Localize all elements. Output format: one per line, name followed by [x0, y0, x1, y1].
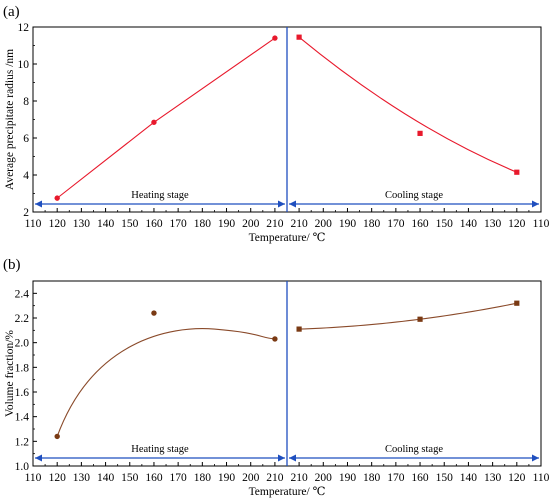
cooling-arrow-head-right [532, 454, 539, 462]
x-tick-label: 110 [25, 472, 42, 484]
x-tick-label: 190 [339, 472, 357, 484]
heating-arrow-head-right [278, 200, 285, 208]
x-tick-label: 120 [49, 218, 67, 230]
x-tick-label: 210 [266, 218, 284, 230]
x-tick-label: 210 [290, 472, 308, 484]
y-tick-label: 1.0 [15, 461, 30, 473]
x-tick-label: 200 [242, 472, 260, 484]
y-tick-label: 1.6 [15, 387, 30, 399]
cooling-data-point [514, 300, 520, 306]
x-tick-label: 120 [508, 472, 526, 484]
x-tick-label: 180 [363, 472, 381, 484]
x-tick-label: 170 [170, 218, 188, 230]
heating-arrow-head-right [278, 454, 285, 462]
y-tick-label: 1.2 [15, 436, 30, 448]
panel-label: (a) [3, 4, 20, 20]
heating-data-point [272, 35, 278, 41]
heating-arrow-head-left [35, 454, 42, 462]
cooling-data-point [296, 34, 302, 40]
cooling-data-point [417, 130, 423, 136]
y-tick-label: 4 [23, 170, 29, 182]
x-axis-title: Temperature/ ℃ [249, 232, 326, 244]
y-tick-label: 6 [23, 133, 29, 145]
y-tick-label: 2.4 [15, 288, 30, 300]
x-tick-label: 180 [363, 218, 381, 230]
x-tick-label: 110 [533, 472, 550, 484]
x-tick-label: 160 [411, 218, 429, 230]
x-tick-label: 150 [121, 218, 139, 230]
heating-data-point [151, 310, 157, 316]
cooling-data-point [296, 326, 302, 332]
heating-data-point [272, 336, 278, 342]
x-tick-label: 210 [266, 472, 284, 484]
x-tick-label: 210 [290, 218, 308, 230]
x-tick-label: 170 [170, 472, 188, 484]
x-tick-label: 110 [533, 218, 550, 230]
cooling-data-point [417, 316, 423, 322]
x-tick-label: 180 [194, 472, 212, 484]
x-tick-label: 190 [218, 472, 236, 484]
y-tick-label: 8 [23, 96, 29, 108]
panel-label: (b) [3, 257, 21, 273]
x-tick-label: 190 [339, 218, 357, 230]
heating-data-point [54, 433, 60, 440]
x-tick-label: 130 [73, 472, 91, 484]
cooling-arrow-head-right [532, 200, 539, 208]
x-tick-label: 150 [436, 472, 454, 484]
x-tick-label: 160 [411, 472, 429, 484]
y-tick-label: 2.2 [15, 313, 30, 325]
x-tick-label: 200 [315, 218, 333, 230]
x-tick-label: 170 [387, 218, 405, 230]
heating-stage-label: Heating stage [131, 444, 189, 455]
x-tick-label: 150 [436, 218, 454, 230]
y-tick-label: 1.8 [15, 362, 30, 374]
cooling-fit-curve [298, 36, 518, 173]
x-tick-label: 160 [145, 218, 163, 230]
x-tick-label: 200 [242, 218, 260, 230]
y-tick-label: 1.4 [15, 412, 30, 424]
y-tick-label: 2.0 [15, 338, 30, 350]
heating-fit-line [56, 37, 276, 199]
chart-panel-b: (b) 110 120 130 140 150 160 170 180 190 200 210 210 2… [3, 257, 550, 498]
heating-data-point [151, 119, 157, 125]
x-tick-label: 130 [484, 218, 502, 230]
x-tick-label: 150 [121, 472, 139, 484]
heating-fit-curve [56, 328, 275, 437]
x-tick-label: 110 [25, 218, 42, 230]
y-tick-label: 2 [23, 207, 29, 219]
y-tick-label: 12 [18, 22, 30, 34]
x-tick-label: 120 [508, 218, 526, 230]
cooling-arrow-head-left [289, 200, 296, 208]
x-tick-label: 140 [97, 218, 115, 230]
heating-data-point [54, 195, 60, 201]
y-axis-title: Volume fraction/% [4, 330, 16, 417]
x-tick-label: 180 [194, 218, 212, 230]
x-tick-label: 130 [484, 472, 502, 484]
cooling-stage-label: Cooling stage [385, 444, 443, 455]
cooling-data-point [514, 169, 520, 175]
x-tick-label: 120 [49, 472, 67, 484]
x-tick-label: 170 [387, 472, 405, 484]
x-tick-label: 140 [97, 472, 115, 484]
x-tick-label: 130 [73, 218, 91, 230]
cooling-fit-curve [299, 302, 517, 330]
chart-panel-a: (a)110 120 130 140 150 160 170 180 190 200 210 210 2… [3, 4, 550, 244]
y-tick-label: 10 [18, 59, 30, 71]
cooling-arrow-head-left [289, 454, 296, 462]
x-tick-label: 140 [460, 472, 478, 484]
x-tick-label: 140 [460, 218, 478, 230]
x-tick-label: 190 [218, 218, 236, 230]
x-tick-label: 200 [315, 472, 333, 484]
heating-arrow-head-left [35, 200, 42, 208]
x-tick-label: 160 [145, 472, 163, 484]
x-axis-title: Temperature/ ℃ [249, 486, 326, 498]
y-axis-title: Average precipitate radius /nm [4, 49, 16, 190]
heating-stage-label: Heating stage [131, 190, 189, 201]
cooling-stage-label: Cooling stage [385, 190, 443, 201]
